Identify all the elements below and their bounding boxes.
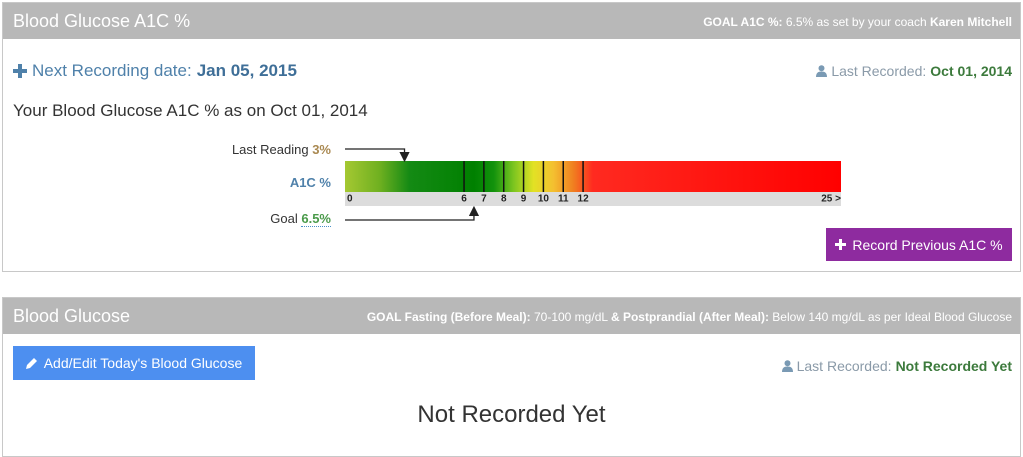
goal-reading-label: Goal 6.5%: [270, 211, 331, 227]
goal-label-2: & Postprandial (After Meal):: [610, 310, 769, 324]
last-recorded: Last Recorded: Not Recorded Yet: [781, 358, 1012, 374]
goal-text: GOAL A1C %: 6.5% as set by your coach Ka…: [703, 15, 1012, 29]
add-edit-button[interactable]: Add/Edit Today's Blood Glucose: [13, 346, 255, 380]
empty-message: Not Recorded Yet: [417, 401, 606, 428]
fasting-value: 70-100 mg/dL: [533, 310, 608, 324]
panel-title: Blood Glucose A1C %: [13, 11, 191, 31]
last-recorded-label: Last Recorded:: [831, 63, 927, 79]
last-recorded-label: Last Recorded:: [796, 358, 892, 374]
panel-title: Blood Glucose: [13, 306, 131, 326]
record-button-text: Record Previous A1C %: [852, 236, 1003, 253]
panel-header: Blood Glucose A1C % GOAL A1C %: 6.5% as …: [3, 3, 1020, 39]
a1c-panel: Blood Glucose A1C % GOAL A1C %: 6.5% as …: [2, 2, 1021, 272]
goal-reading-text: Goal: [270, 211, 298, 226]
goal-reading-value: 6.5%: [301, 211, 331, 227]
last-reading-value: 3%: [312, 142, 331, 157]
goal-label: GOAL A1C %:: [703, 15, 783, 29]
add-edit-button-text: Add/Edit Today's Blood Glucose: [43, 355, 243, 371]
coach-name: Karen Mitchell: [929, 15, 1012, 29]
plus-icon: [835, 239, 847, 250]
last-recorded: Last Recorded: Oct 01, 2014: [816, 63, 1012, 79]
last-recorded-value: Not Recorded Yet: [895, 358, 1012, 374]
glucose-panel: Blood Glucose GOAL Fasting (Before Meal)…: [2, 297, 1021, 457]
user-icon: [816, 65, 828, 77]
next-label: Next Recording date:: [32, 61, 192, 80]
next-recording: Next Recording date: Jan 05, 2015: [13, 61, 297, 81]
goal-label: GOAL Fasting (Before Meal):: [366, 310, 531, 324]
last-recorded-value: Oct 01, 2014: [930, 63, 1012, 79]
record-button[interactable]: Record Previous A1C %: [826, 228, 1012, 261]
pencil-icon: [25, 358, 37, 369]
axis-label: A1C %: [289, 175, 331, 190]
plus-icon: [13, 64, 27, 78]
goal-text: GOAL Fasting (Before Meal): 70-100 mg/dL…: [367, 310, 1012, 324]
user-icon: [781, 360, 793, 372]
goal-value: 6.5% as set by your coach: [785, 15, 927, 29]
last-reading-text: Last Reading: [231, 142, 309, 157]
last-reading-label: Last Reading 3%: [232, 142, 331, 157]
next-date: Jan 05, 2015: [196, 61, 297, 80]
panel-header: Blood Glucose GOAL Fasting (Before Meal)…: [3, 298, 1020, 334]
postprandial-value: Below 140 mg/dL as per Ideal Blood Gluco…: [772, 310, 1012, 324]
heading: Your Blood Glucose A1C % as on Oct 01, 2…: [13, 101, 368, 120]
